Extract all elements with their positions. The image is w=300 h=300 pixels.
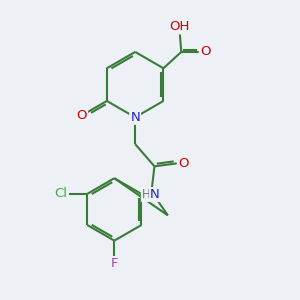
Text: F: F — [111, 257, 118, 270]
Text: Cl: Cl — [55, 187, 68, 200]
Text: N: N — [150, 188, 160, 201]
Text: N: N — [130, 111, 140, 124]
Text: OH: OH — [169, 20, 190, 33]
Text: H: H — [142, 188, 151, 201]
Text: O: O — [178, 157, 188, 170]
Text: O: O — [200, 45, 210, 58]
Text: O: O — [76, 109, 87, 122]
